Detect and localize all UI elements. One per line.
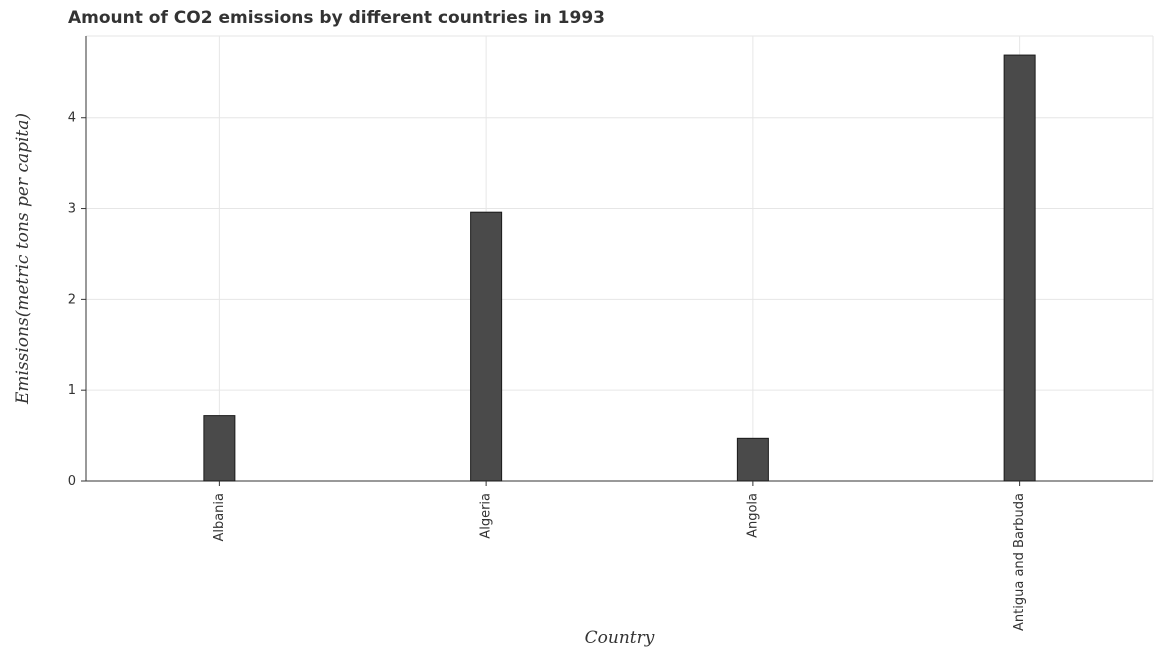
x-tick-label: Antigua and Barbuda: [1012, 493, 1027, 631]
bar-albania: [203, 415, 236, 482]
tick-labels: 0 1 2 3 4 Albania Algeria Angola Antigua and Bar…: [68, 111, 1027, 631]
y-tick-label: 0: [68, 474, 76, 489]
x-axis-title: Country: [585, 628, 655, 648]
grid-lines: [86, 35, 1154, 482]
y-tick-label: 4: [68, 111, 76, 126]
x-tick-label: Albania: [212, 493, 227, 542]
x-tick-label: Angola: [745, 493, 760, 538]
axes: [85, 36, 1153, 482]
bars: [203, 54, 1036, 482]
bar-antigua-and-barbuda: [1003, 54, 1036, 482]
x-tick-label: Algeria: [479, 493, 494, 539]
bar-algeria: [470, 211, 503, 482]
y-axis-title: Emissions(metric tons per capita): [13, 113, 33, 405]
bar-angola: [736, 437, 769, 482]
chart-title: Amount of CO2 emissions by different cou…: [68, 8, 605, 28]
y-tick-label: 1: [68, 383, 76, 398]
y-tick-label: 2: [68, 292, 76, 307]
y-tick-label: 3: [68, 202, 76, 217]
